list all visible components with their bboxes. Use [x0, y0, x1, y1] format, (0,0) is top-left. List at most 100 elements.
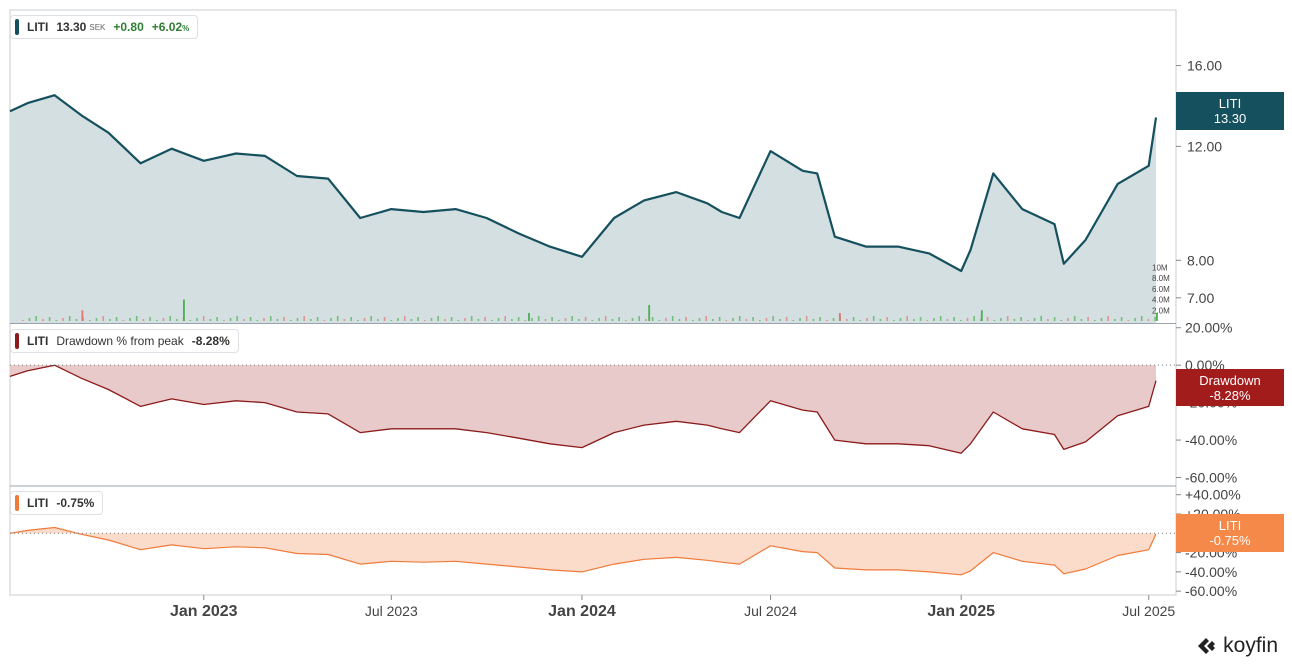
relative-tag-symbol: LITI [1218, 518, 1242, 533]
price-legend[interactable]: LITI 13.30 SEK +0.80 +6.02% [10, 15, 199, 39]
volume-bar [1100, 318, 1103, 321]
volume-bar [1053, 317, 1056, 321]
volume-bar [879, 319, 882, 321]
volume-y-tick-label: 4.0M [1152, 296, 1170, 305]
volume-bar [1080, 319, 1083, 321]
volume-bar [383, 317, 386, 321]
volume-bar [1073, 316, 1076, 321]
volume-bar [591, 320, 594, 321]
volume-bar [417, 317, 419, 321]
volume-bar [544, 319, 547, 321]
volume-bar [135, 316, 138, 321]
price-tag-symbol: LITI [1218, 96, 1242, 111]
volume-bar [283, 317, 285, 321]
volume-bar [109, 319, 111, 321]
x-tick-label: Jul 2025 [1122, 603, 1175, 619]
volume-bar [263, 318, 265, 321]
relative-legend[interactable]: LITI -0.75% [10, 491, 104, 515]
volume-bar [618, 317, 620, 321]
volume-bar [497, 318, 500, 321]
relative-area [10, 527, 1156, 575]
volume-bar [202, 316, 205, 321]
volume-bar [886, 317, 888, 321]
volume-bar [698, 318, 701, 321]
volume-bar [1127, 320, 1130, 321]
volume-bar [310, 319, 312, 321]
koyfin-brand[interactable]: koyfin [1195, 634, 1278, 658]
volume-bar [1033, 318, 1036, 321]
volume-bar [738, 316, 741, 321]
relative-value-tag: LITI -0.75% [1176, 514, 1284, 552]
price-y-tick-label: 16.00 [1187, 58, 1222, 74]
volume-bar [470, 316, 473, 321]
volume-bar [491, 320, 493, 321]
volume-bar [926, 320, 929, 321]
volume-bar [772, 316, 774, 321]
price-y-tick-label: 12.00 [1187, 138, 1222, 154]
volume-bar [330, 318, 332, 321]
price-panel [9, 94, 1158, 323]
volume-bar [1134, 318, 1136, 321]
volume-bar [316, 317, 319, 321]
volume-bar [625, 320, 627, 321]
volume-bar [678, 319, 681, 321]
volume-bar [537, 316, 540, 321]
relative-tag-value: -0.75% [1209, 533, 1251, 548]
volume-bar [919, 317, 922, 321]
drawdown-y-tick-label: 20.00% [1185, 320, 1232, 336]
volume-bar [1120, 317, 1123, 321]
volume-bar [718, 317, 721, 321]
volume-bar [343, 319, 346, 321]
volume-bar [1006, 316, 1009, 321]
volume-bar [169, 316, 171, 321]
volume-bar [1087, 317, 1089, 321]
volume-bar [939, 316, 942, 321]
volume-bar [1013, 319, 1016, 321]
volume-bar [648, 304, 651, 321]
volume-bar [799, 318, 801, 321]
volume-bar [893, 320, 895, 321]
drawdown-value-tag: Drawdown -8.28% [1176, 369, 1284, 406]
volume-bar [303, 316, 305, 321]
relative-legend-value: -0.75% [56, 496, 95, 510]
volume-bar [28, 318, 31, 321]
volume-bar [75, 319, 78, 321]
volume-bar [350, 317, 352, 321]
drawdown-area [10, 365, 1156, 454]
price-y-tick-label: 7.00 [1187, 290, 1214, 306]
volume-y-tick-label: 6.0M [1152, 285, 1170, 294]
drawdown-legend-value: -8.28% [191, 334, 230, 348]
volume-bar [866, 318, 868, 321]
volume-bar [189, 320, 192, 321]
volume-bar [933, 318, 935, 321]
x-tick-label: Jan 2024 [548, 603, 616, 620]
volume-bars [22, 299, 1158, 321]
drawdown-legend-symbol: LITI [27, 334, 49, 348]
volume-bar [504, 316, 506, 321]
drawdown-legend[interactable]: LITI Drawdown % from peak -8.28% [10, 329, 239, 353]
volume-bar [457, 320, 460, 321]
volume-bar [638, 316, 640, 321]
volume-bar [765, 318, 768, 321]
price-area [10, 95, 1156, 323]
volume-bar [973, 316, 975, 321]
volume-bar [1020, 317, 1022, 321]
price-legend-change: +0.80 [113, 20, 144, 34]
volume-bar [477, 319, 480, 321]
volume-bar [872, 316, 875, 321]
volume-bar [1040, 316, 1042, 321]
volume-bar [42, 319, 44, 321]
volume-bar [397, 318, 399, 321]
price-legend-symbol: LITI [27, 20, 49, 34]
volume-bar [35, 316, 37, 321]
volume-bar [631, 318, 634, 321]
volume-bar [986, 317, 989, 321]
volume-bar [913, 319, 915, 321]
volume-bar [437, 316, 439, 321]
volume-bar [578, 319, 580, 321]
volume-bar [531, 318, 533, 321]
volume-bar [390, 320, 393, 321]
volume-bar [611, 319, 614, 321]
drawdown-y-tick-label: -40.00% [1185, 432, 1237, 448]
volume-bar [819, 317, 821, 321]
